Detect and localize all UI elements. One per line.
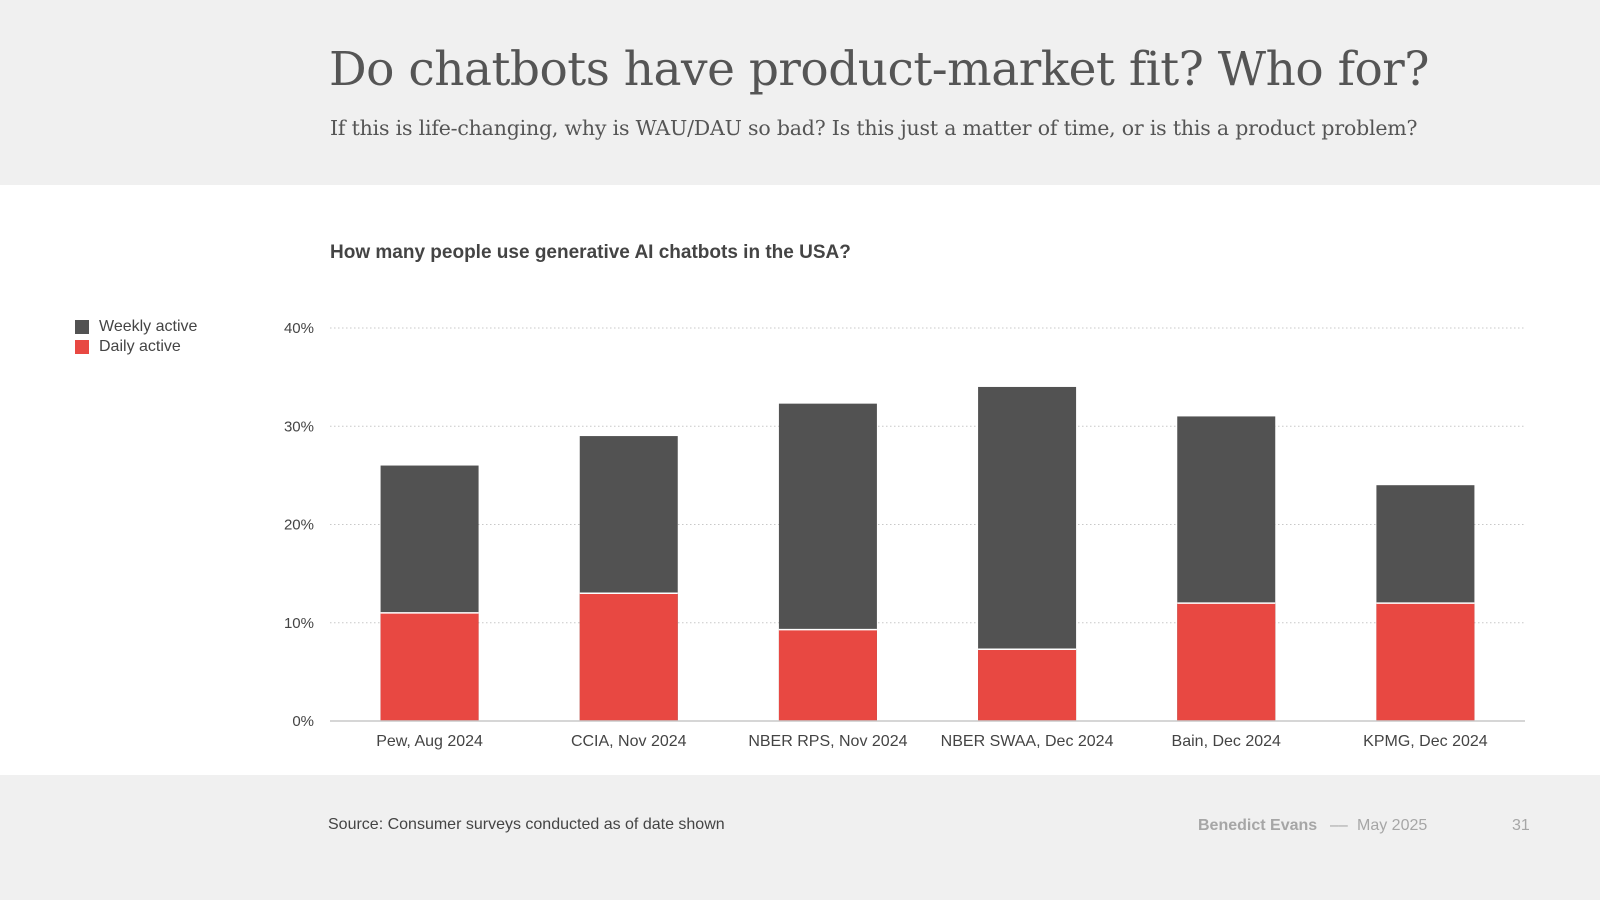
author-name: Benedict Evans xyxy=(1198,817,1318,834)
y-tick-label: 40% xyxy=(284,320,314,337)
x-tick-label: KPMG, Dec 2024 xyxy=(1363,733,1488,750)
bar-daily-active xyxy=(579,593,678,721)
bar-daily-active xyxy=(1177,603,1276,721)
bar-daily-active xyxy=(1376,603,1475,721)
legend-item-weekly: Weekly active xyxy=(75,317,197,337)
y-tick-label: 0% xyxy=(292,713,314,730)
legend-label-daily: Daily active xyxy=(99,338,181,355)
legend-swatch-daily xyxy=(75,340,89,354)
chart-legend: Weekly active Daily active xyxy=(75,317,197,357)
page-number: 31 xyxy=(1512,817,1530,834)
x-tick-label: Bain, Dec 2024 xyxy=(1172,733,1282,750)
footer-date: May 2025 xyxy=(1357,817,1428,834)
bar-daily-active xyxy=(778,629,877,721)
slide-title: Do chatbots have product-market fit? Who… xyxy=(329,42,1429,97)
y-tick-label: 30% xyxy=(284,418,314,435)
x-tick-label: NBER RPS, Nov 2024 xyxy=(748,733,907,750)
bar-daily-active xyxy=(380,612,479,721)
slide-subtitle: If this is life-changing, why is WAU/DAU… xyxy=(330,116,1418,140)
x-tick-label: CCIA, Nov 2024 xyxy=(571,733,687,750)
chart-title: How many people use generative AI chatbo… xyxy=(330,242,851,263)
footer-separator: –– xyxy=(1330,817,1348,834)
y-tick-label: 20% xyxy=(284,517,314,534)
x-tick-label: Pew, Aug 2024 xyxy=(376,733,483,750)
bar-daily-active xyxy=(978,649,1077,721)
slide-header: Do chatbots have product-market fit? Who… xyxy=(0,0,1600,185)
legend-swatch-weekly xyxy=(75,320,89,334)
legend-item-daily: Daily active xyxy=(75,337,197,357)
x-tick-label: NBER SWAA, Dec 2024 xyxy=(941,733,1114,750)
source-note: Source: Consumer surveys conducted as of… xyxy=(328,816,725,833)
y-tick-label: 10% xyxy=(284,615,314,632)
legend-label-weekly: Weekly active xyxy=(99,318,198,335)
